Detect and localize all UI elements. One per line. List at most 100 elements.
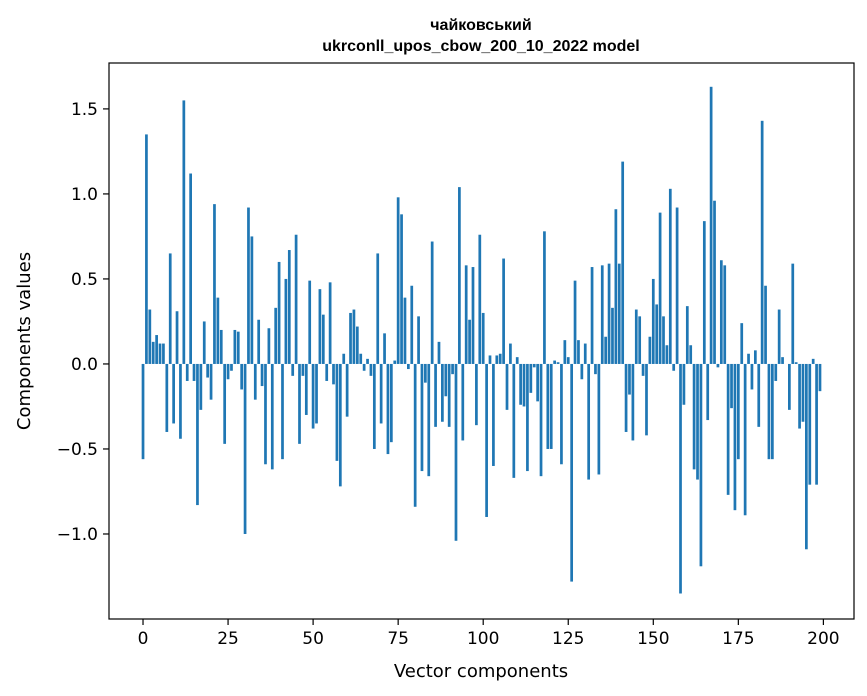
bar-13 bbox=[185, 363, 189, 381]
bar-64 bbox=[359, 353, 363, 364]
bar-151 bbox=[655, 304, 659, 364]
bar-110 bbox=[515, 357, 519, 364]
bar-78 bbox=[407, 363, 410, 370]
bar-144 bbox=[631, 363, 635, 441]
y-axis-ticks: −1.0 −0.5 0.0 0.5 1.0 1.5 bbox=[57, 100, 109, 545]
bar-34 bbox=[257, 319, 261, 364]
bar-125 bbox=[566, 357, 570, 364]
bar-135 bbox=[600, 265, 604, 364]
bar-114 bbox=[529, 363, 533, 393]
bar-39 bbox=[274, 307, 278, 364]
bar-0 bbox=[141, 363, 145, 460]
bar-178 bbox=[747, 353, 750, 364]
bar-57 bbox=[335, 363, 339, 461]
bar-166 bbox=[706, 363, 710, 421]
bar-89 bbox=[444, 363, 448, 397]
bar-85 bbox=[430, 241, 434, 364]
bar-67 bbox=[369, 363, 373, 376]
bar-93 bbox=[458, 187, 461, 364]
bar-22 bbox=[216, 297, 220, 364]
bar-195 bbox=[805, 363, 808, 550]
bar-162 bbox=[692, 363, 696, 470]
bar-128 bbox=[577, 340, 580, 364]
bar-163 bbox=[696, 363, 699, 480]
bar-157 bbox=[675, 207, 679, 364]
bar-61 bbox=[349, 312, 352, 364]
bar-199 bbox=[818, 363, 822, 392]
bar-91 bbox=[451, 363, 454, 375]
bar-131 bbox=[587, 363, 591, 480]
y-axis-label: Components values bbox=[14, 252, 35, 430]
bar-113 bbox=[526, 363, 529, 472]
bar-38 bbox=[270, 363, 274, 470]
bar-116 bbox=[536, 363, 539, 402]
bar-155 bbox=[668, 188, 672, 364]
bar-184 bbox=[767, 363, 771, 460]
bar-14 bbox=[189, 173, 192, 364]
bar-63 bbox=[355, 326, 359, 364]
bar-171 bbox=[723, 265, 727, 364]
bar-147 bbox=[641, 363, 645, 376]
x-tick-label: 0 bbox=[138, 629, 149, 649]
bar-50 bbox=[311, 363, 315, 429]
bar-17 bbox=[199, 363, 203, 410]
x-tick-label: 125 bbox=[552, 629, 584, 649]
bar-119 bbox=[546, 363, 550, 449]
bar-72 bbox=[386, 363, 390, 455]
bar-5 bbox=[158, 343, 162, 364]
bar-112 bbox=[522, 363, 526, 407]
y-tick-label: 1.5 bbox=[71, 100, 98, 120]
bar-53 bbox=[321, 314, 325, 364]
bar-8 bbox=[168, 253, 172, 364]
bar-99 bbox=[478, 234, 482, 364]
bar-27 bbox=[233, 329, 237, 364]
bar-87 bbox=[437, 341, 441, 364]
bar-153 bbox=[662, 316, 665, 364]
bar-86 bbox=[434, 363, 437, 427]
x-tick-label: 200 bbox=[807, 629, 839, 649]
bar-32 bbox=[250, 236, 254, 364]
bar-62 bbox=[352, 309, 356, 364]
bar-118 bbox=[543, 231, 546, 364]
bar-46 bbox=[298, 363, 301, 444]
bar-173 bbox=[730, 363, 733, 409]
bar-65 bbox=[362, 363, 366, 371]
bar-127 bbox=[573, 280, 577, 364]
bar-181 bbox=[757, 363, 761, 427]
bar-168 bbox=[713, 200, 716, 364]
bar-134 bbox=[597, 363, 601, 475]
bar-92 bbox=[454, 363, 458, 541]
bar-141 bbox=[621, 161, 625, 364]
bar-183 bbox=[764, 285, 767, 364]
bar-149 bbox=[648, 336, 652, 364]
bar-120 bbox=[549, 363, 553, 449]
bar-77 bbox=[403, 297, 407, 364]
bar-80 bbox=[413, 363, 417, 507]
bar-36 bbox=[264, 363, 267, 465]
bar-58 bbox=[338, 363, 342, 487]
bar-4 bbox=[155, 335, 158, 364]
bar-105 bbox=[498, 353, 502, 364]
bar-182 bbox=[760, 120, 764, 364]
bar-104 bbox=[495, 355, 499, 364]
bar-55 bbox=[328, 282, 332, 364]
bar-146 bbox=[638, 316, 642, 364]
bar-172 bbox=[726, 363, 730, 495]
bar-7 bbox=[165, 363, 169, 432]
bar-82 bbox=[420, 363, 424, 472]
bar-130 bbox=[583, 343, 587, 364]
bar-161 bbox=[689, 345, 693, 364]
bar-76 bbox=[400, 214, 403, 364]
bar-21 bbox=[213, 204, 216, 364]
bar-154 bbox=[665, 345, 669, 364]
bar-138 bbox=[611, 307, 614, 364]
bar-75 bbox=[396, 197, 400, 364]
bar-102 bbox=[488, 355, 492, 364]
bar-49 bbox=[308, 280, 312, 364]
bar-40 bbox=[277, 261, 281, 364]
bar-192 bbox=[794, 362, 798, 364]
bar-48 bbox=[304, 363, 308, 415]
bar-133 bbox=[594, 363, 597, 375]
bar-126 bbox=[570, 363, 574, 582]
bar-45 bbox=[294, 234, 298, 364]
